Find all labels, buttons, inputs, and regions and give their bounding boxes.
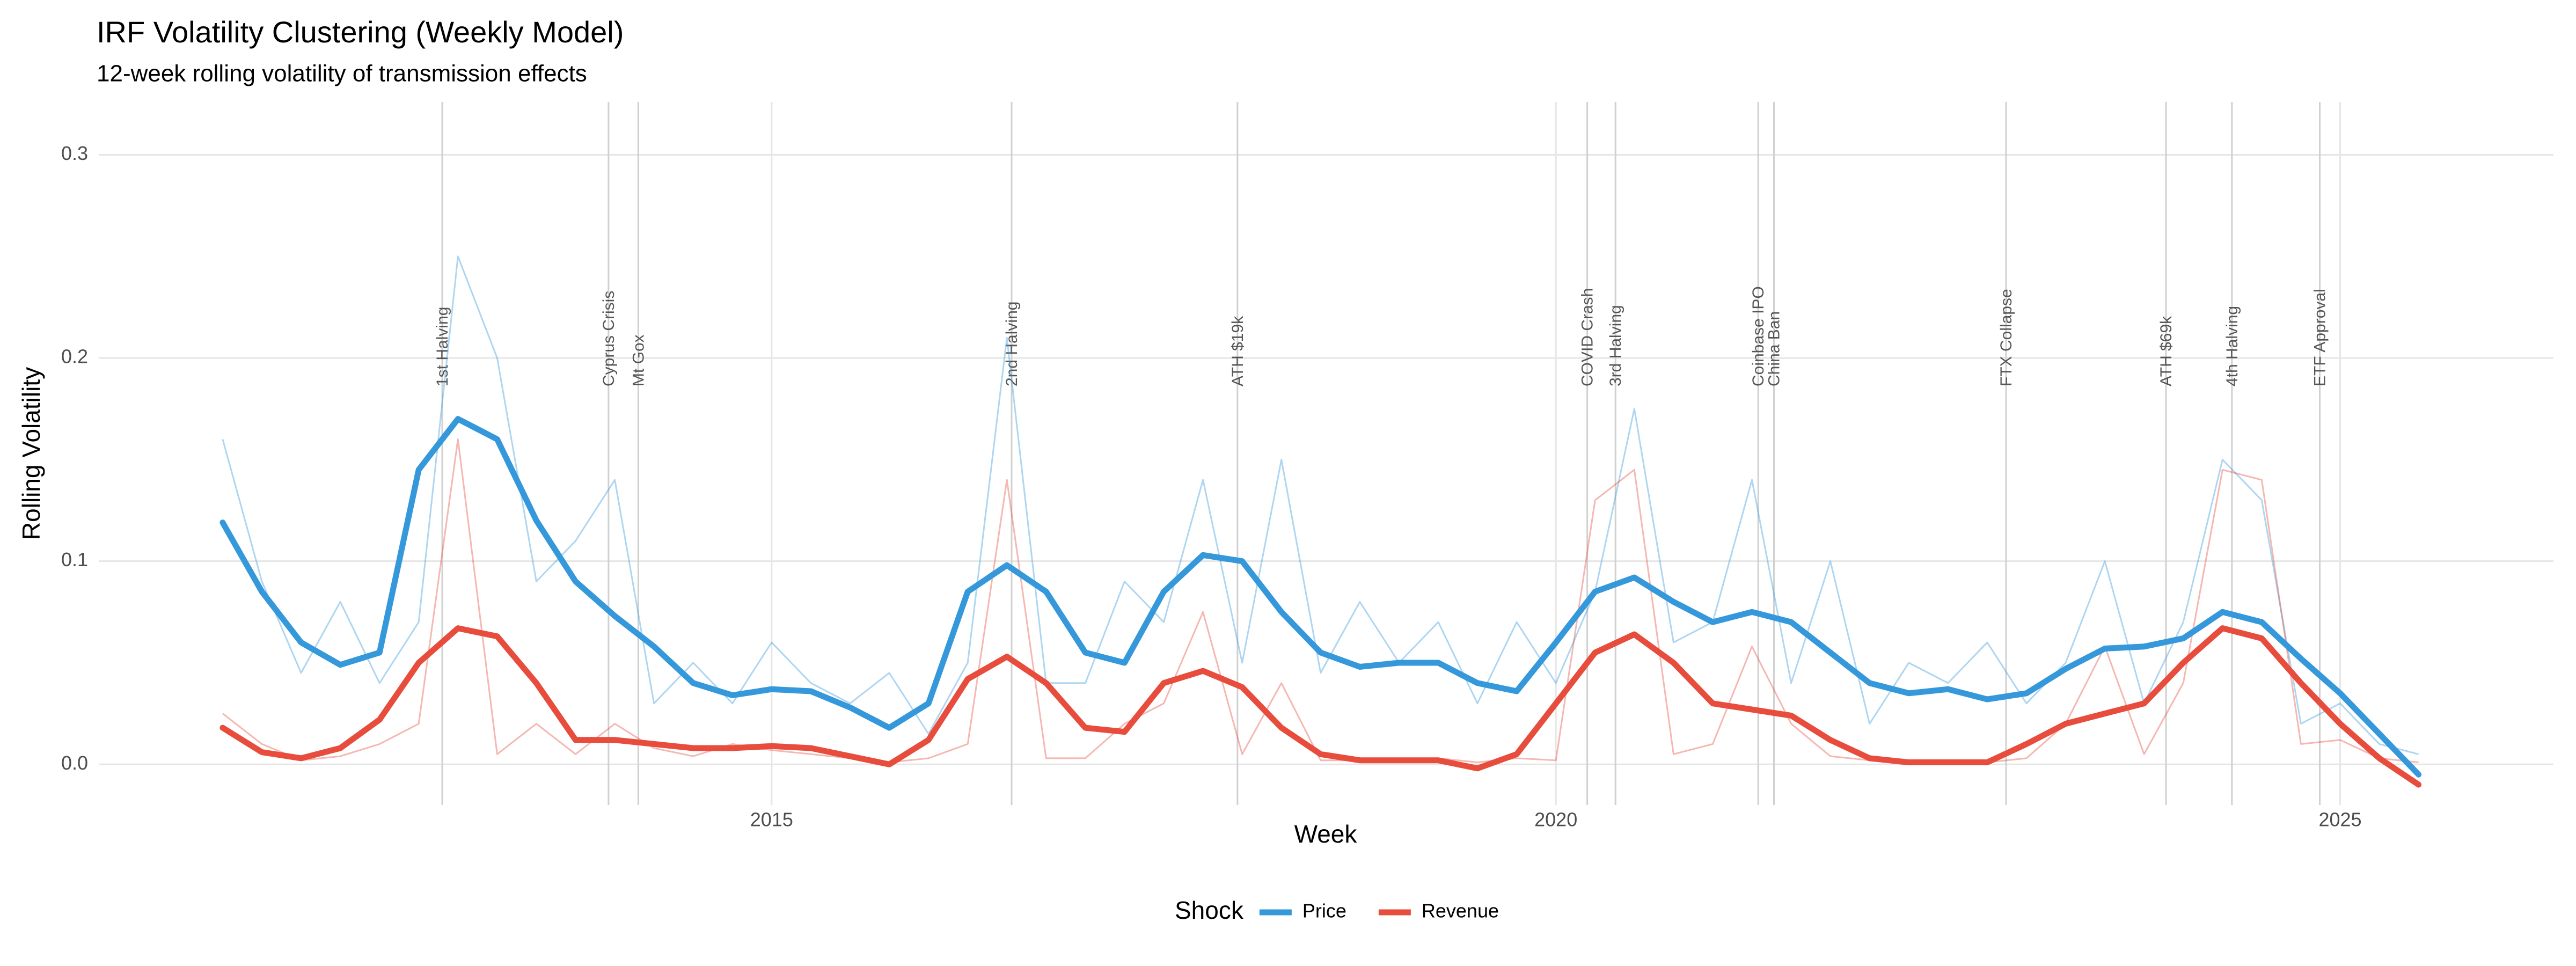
x-tick-label: 2015 [750, 809, 793, 831]
event-label: 1st Halving [434, 307, 451, 386]
x-tick-label: 2020 [1534, 809, 1577, 831]
smooth-line [219, 625, 2422, 788]
y-tick-label: 0.1 [61, 548, 88, 570]
x-axis-title: Week [1294, 820, 1358, 848]
chart-title: IRF Volatility Clustering (Weekly Model) [97, 15, 624, 49]
event-label: COVID Crash [1579, 288, 1597, 386]
y-tick-label: 0.2 [61, 346, 88, 368]
legend-label: Revenue [1422, 900, 1499, 922]
event-label: 2nd Halving [1003, 302, 1021, 386]
event-label: Mt Gox [630, 334, 647, 386]
legend-label: Price [1302, 900, 1346, 922]
raw-line [222, 438, 2419, 763]
event-label: 3rd Halving [1607, 305, 1624, 386]
event-label: ATH $19k [1229, 316, 1247, 386]
event-label: 4th Halving [2223, 306, 2241, 386]
event-label: Coinbase IPO [1750, 286, 1767, 386]
chart-subtitle: 12-week rolling volatility of transmissi… [97, 61, 587, 87]
event-label: FTX Collapse [1997, 289, 2015, 386]
y-tick-label: 0.0 [61, 752, 88, 774]
event-label: China Ban [1765, 311, 1783, 386]
legend-title: Shock [1175, 896, 1244, 924]
event-label: ETF Approval [2311, 289, 2329, 386]
x-tick-label: 2025 [2318, 809, 2361, 831]
legend: Shock Price Revenue [1175, 896, 1499, 924]
y-tick-label: 0.3 [61, 142, 88, 164]
y-axis-title: Rolling Volatility [17, 367, 45, 540]
smooth-line [219, 416, 2422, 778]
event-label: ATH $69k [2157, 316, 2175, 386]
event-label: Cyprus Crisis [600, 291, 618, 386]
